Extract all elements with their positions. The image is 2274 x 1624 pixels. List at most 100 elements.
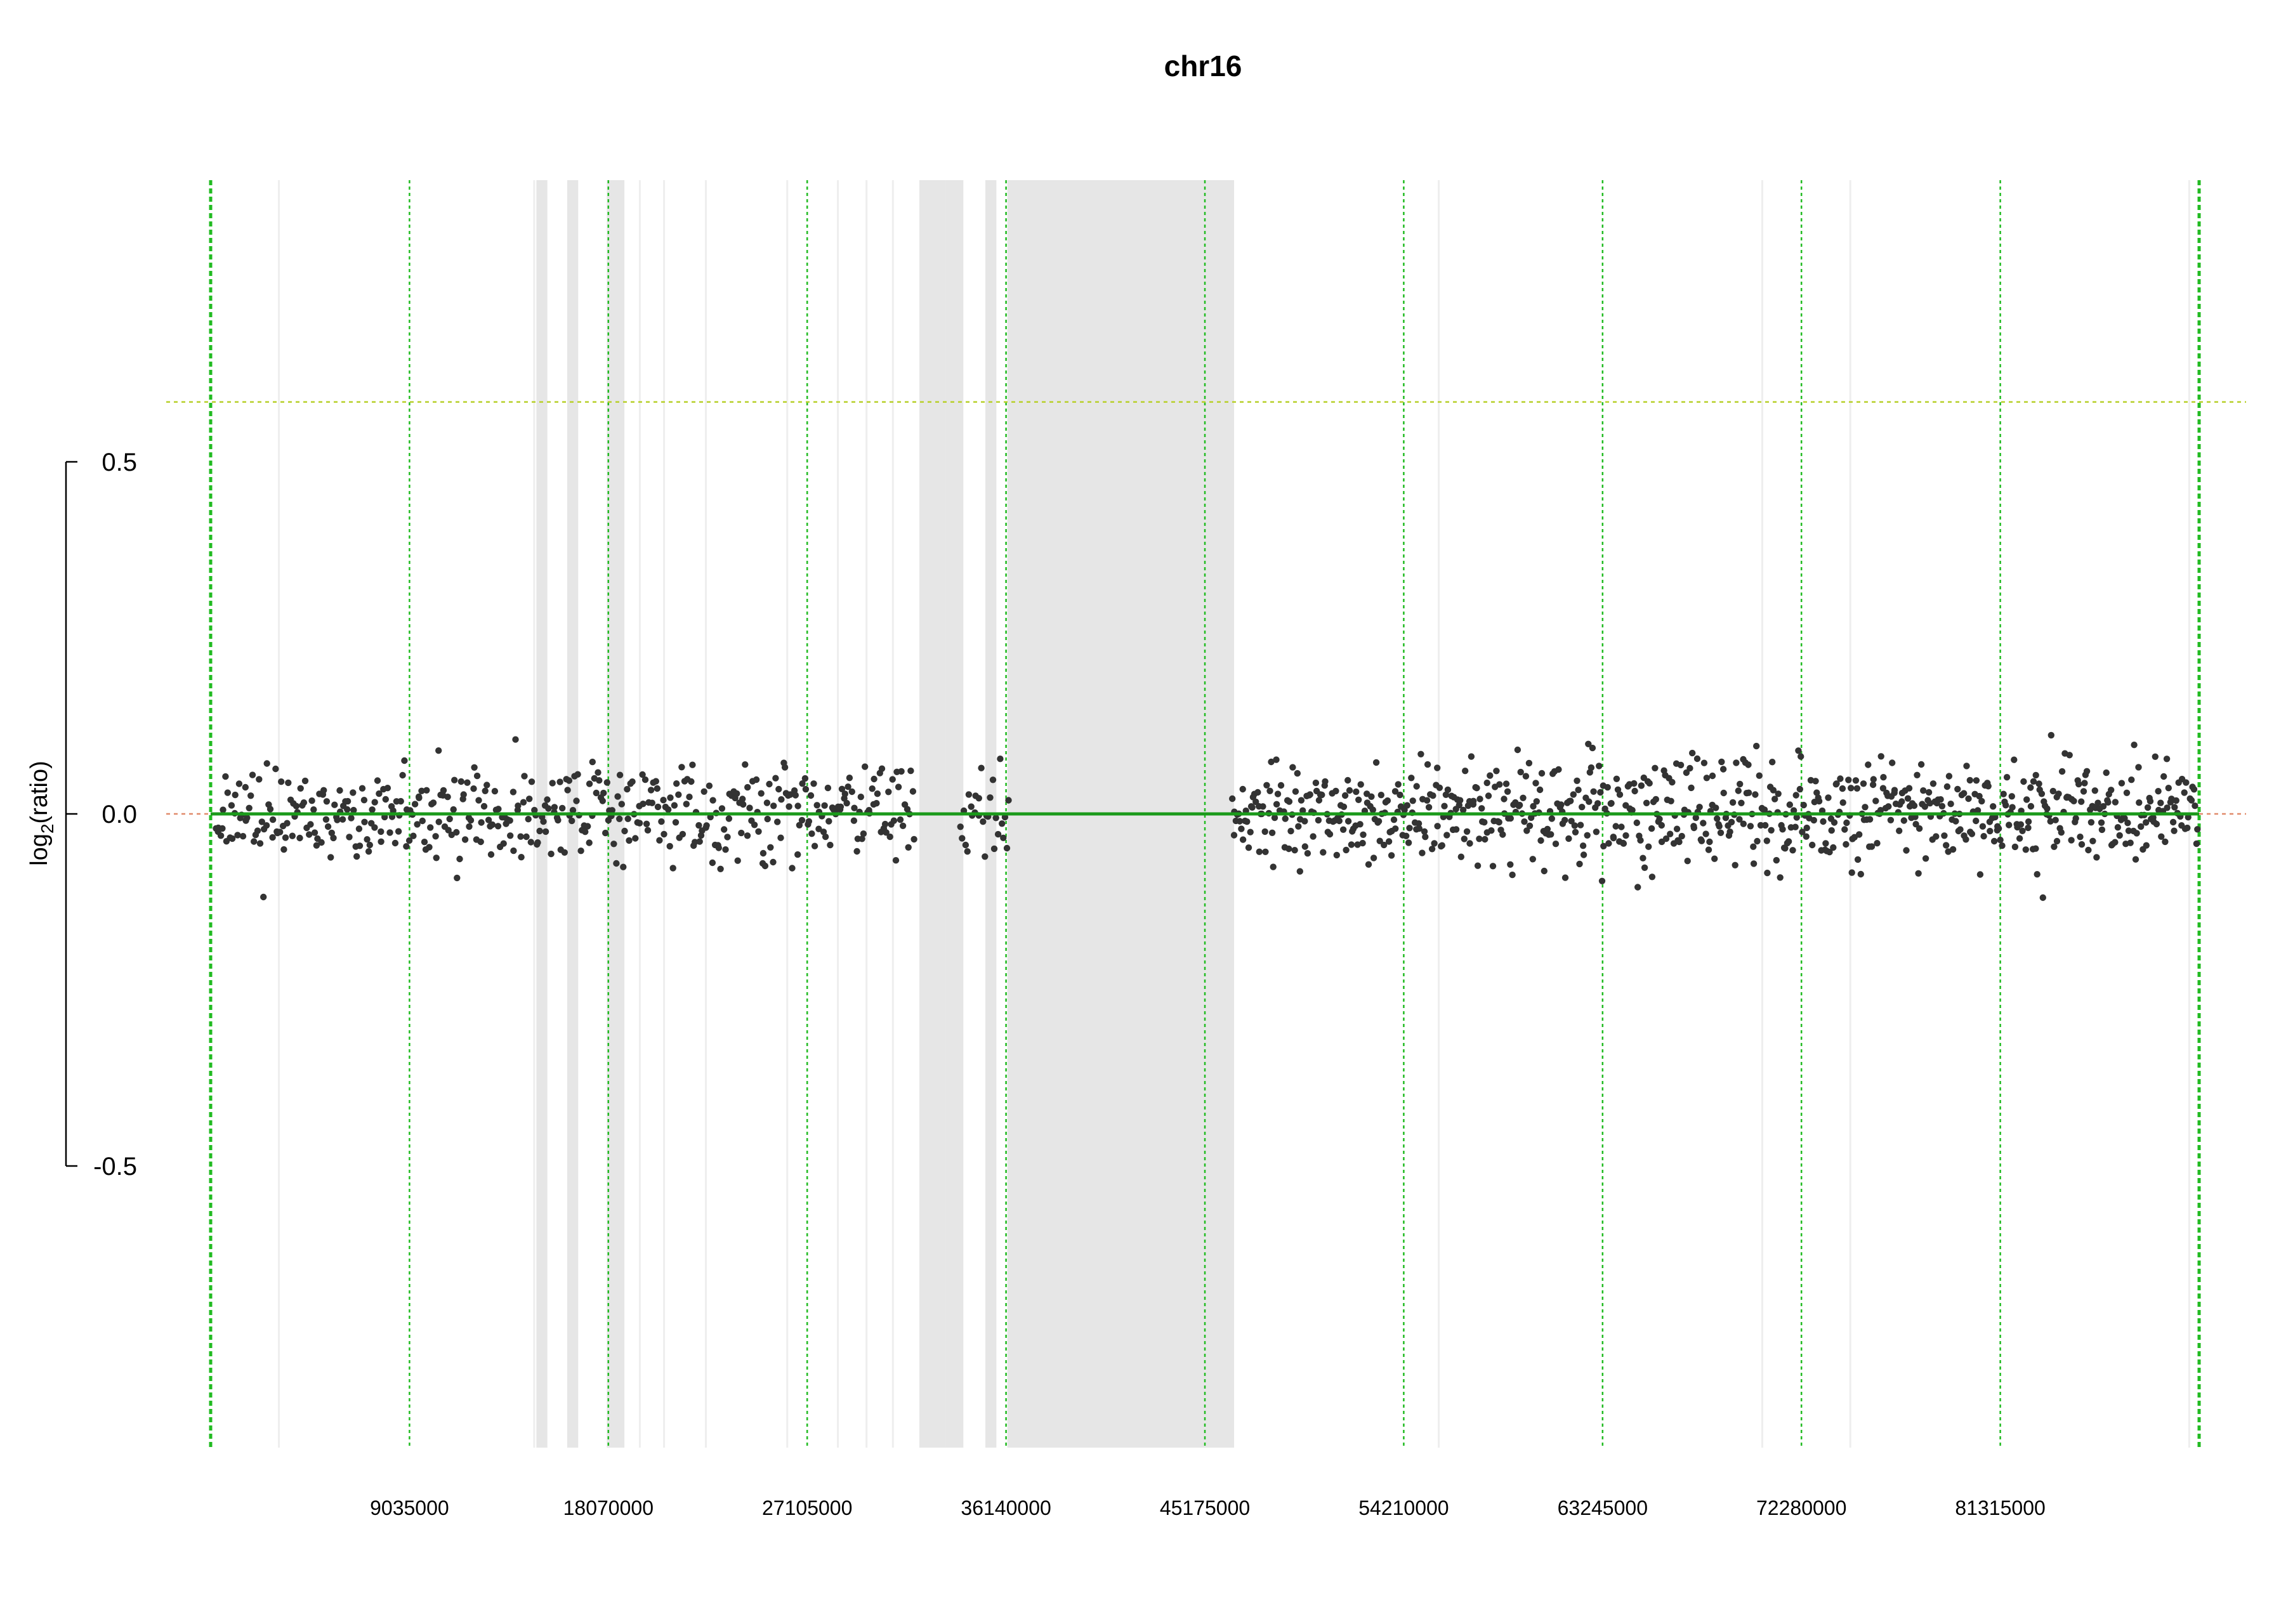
- data-point: [2123, 789, 2131, 797]
- data-point: [1714, 815, 1721, 822]
- data-point: [510, 847, 517, 855]
- data-point: [586, 780, 593, 787]
- data-point: [1990, 803, 1997, 810]
- data-point: [621, 827, 628, 835]
- data-point: [1336, 817, 1343, 825]
- data-point: [1415, 820, 1423, 827]
- data-point: [1703, 775, 1711, 782]
- data-point: [1729, 799, 1737, 806]
- data-point: [620, 863, 627, 870]
- data-point: [1304, 850, 1311, 857]
- x-tick-label: 36140000: [961, 1496, 1051, 1519]
- data-point: [1461, 835, 1468, 842]
- data-point: [1614, 786, 1622, 794]
- data-point: [1587, 764, 1595, 771]
- data-point: [1885, 803, 1892, 810]
- data-point: [1444, 786, 1452, 794]
- data-point: [1476, 835, 1483, 842]
- data-point: [1481, 819, 1488, 826]
- data-point: [892, 857, 900, 864]
- data-point: [1825, 794, 1832, 801]
- data-point: [569, 807, 577, 814]
- data-point: [1889, 759, 1896, 766]
- data-point: [427, 824, 434, 831]
- data-point: [1322, 778, 1329, 785]
- data-point: [523, 833, 530, 841]
- data-point: [1357, 821, 1364, 828]
- data-point: [1468, 753, 1475, 760]
- data-point: [1003, 844, 1011, 852]
- data-point: [512, 736, 519, 743]
- data-point: [959, 835, 966, 842]
- data-point: [1768, 827, 1775, 834]
- data-point: [1434, 823, 1441, 830]
- data-point: [2038, 790, 2046, 797]
- x-tick-label: 54210000: [1358, 1496, 1449, 1519]
- data-point: [1360, 831, 1367, 839]
- data-point: [1929, 780, 1937, 787]
- data-point: [1669, 778, 1676, 786]
- data-point: [1718, 758, 1725, 766]
- data-point: [1413, 783, 1420, 790]
- data-point: [1737, 780, 1744, 788]
- data-point: [2009, 804, 2016, 811]
- data-point: [2138, 823, 2145, 830]
- data-point: [232, 791, 239, 799]
- data-point: [548, 850, 555, 858]
- data-point: [399, 771, 406, 779]
- data-point: [753, 776, 760, 783]
- data-point: [584, 823, 591, 830]
- data-point: [2047, 818, 2054, 825]
- data-point: [1910, 802, 1918, 809]
- data-point: [624, 815, 631, 823]
- data-point: [2131, 742, 2138, 749]
- data-point: [471, 764, 478, 771]
- data-point: [614, 793, 621, 800]
- data-point: [1590, 788, 1597, 796]
- data-point: [652, 778, 660, 785]
- data-point: [521, 773, 528, 780]
- data-point: [2112, 799, 2119, 806]
- data-point: [2055, 790, 2062, 797]
- data-point: [1536, 786, 1544, 794]
- data-point: [1782, 845, 1789, 852]
- data-point: [1268, 758, 1275, 766]
- data-point: [1548, 831, 1554, 838]
- data-point: [632, 835, 639, 842]
- data-point: [1618, 823, 1625, 830]
- data-point: [509, 789, 517, 796]
- data-point: [561, 849, 568, 856]
- data-point: [456, 855, 463, 863]
- y-axis: -0.5 0.0 0.5: [65, 449, 137, 1181]
- data-point: [336, 787, 343, 794]
- data-point: [1693, 755, 1701, 763]
- data-point: [1529, 856, 1536, 863]
- data-point: [878, 765, 886, 772]
- data-point: [297, 785, 304, 792]
- data-point: [1291, 847, 1298, 854]
- data-point: [1452, 826, 1460, 833]
- data-point: [1473, 785, 1480, 792]
- data-point: [1631, 787, 1638, 795]
- data-point: [1706, 838, 1713, 846]
- data-point: [1230, 832, 1238, 839]
- data-point: [968, 803, 975, 810]
- data-point: [545, 805, 552, 812]
- data-point: [1408, 775, 1415, 782]
- data-point: [1572, 828, 1579, 836]
- data-point: [306, 831, 313, 838]
- data-point: [301, 777, 309, 785]
- data-point: [466, 823, 473, 830]
- data-point: [263, 822, 270, 829]
- data-point: [307, 821, 314, 828]
- data-point: [386, 829, 393, 836]
- data-point: [1567, 797, 1574, 804]
- data-point: [1270, 863, 1277, 870]
- data-point: [1792, 823, 1799, 830]
- data-point: [361, 818, 368, 826]
- data-point: [692, 839, 699, 846]
- data-point: [1686, 764, 1693, 772]
- data-point: [1574, 777, 1581, 785]
- data-point: [2017, 821, 2025, 828]
- data-point: [1728, 818, 1735, 826]
